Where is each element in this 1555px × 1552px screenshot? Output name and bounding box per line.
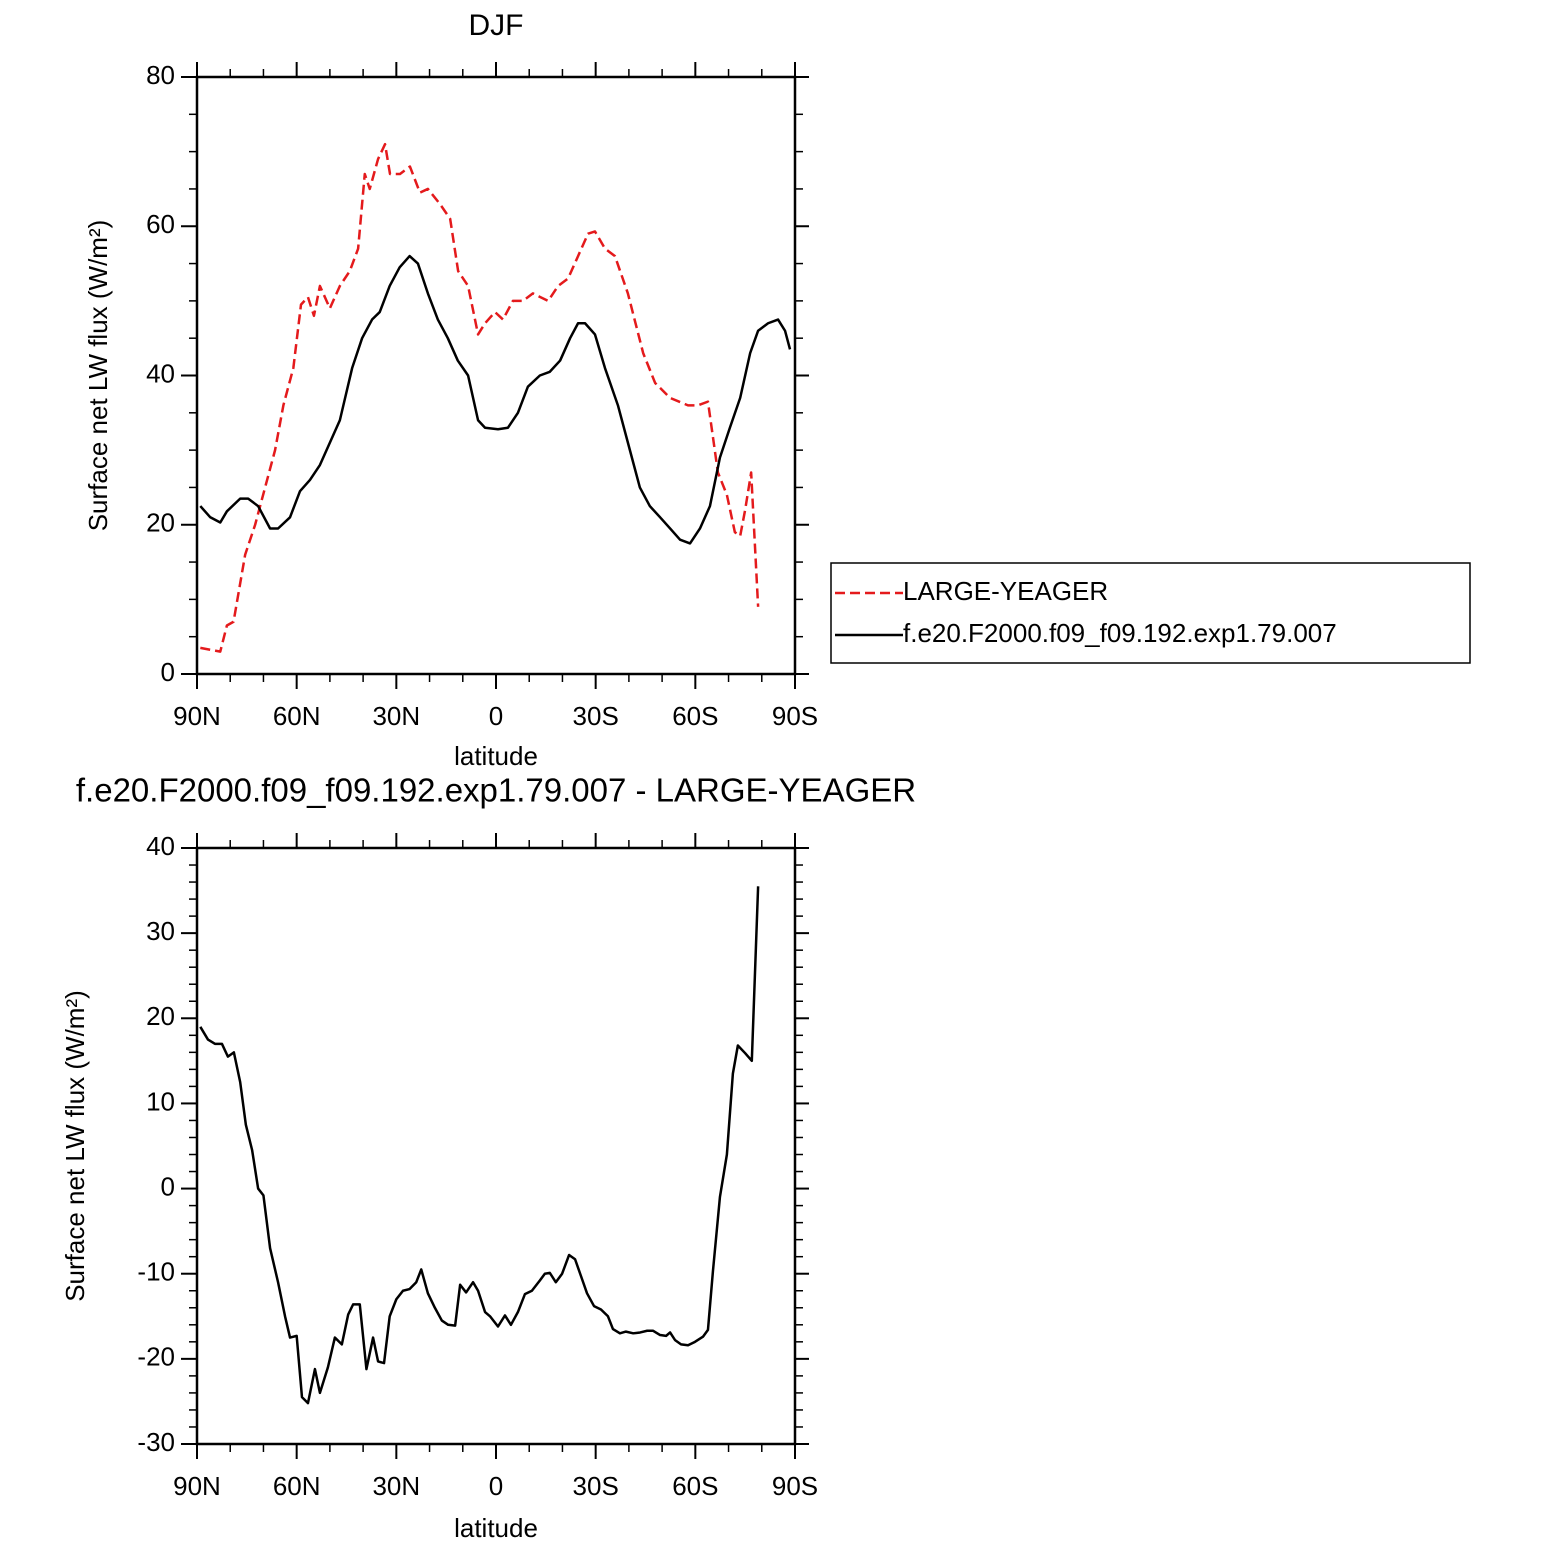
plot-frame (195, 846, 797, 1446)
y-tick-label: 20 (146, 508, 175, 538)
chart-title: DJF (469, 9, 524, 42)
y-tick-label: -30 (137, 1427, 175, 1457)
y-tick-label: 60 (146, 209, 175, 239)
x-tick-label: 60N (273, 701, 321, 731)
y-tick-label: -10 (137, 1257, 175, 1287)
x-tick-label: 90N (173, 701, 221, 731)
y-tick-label: 40 (146, 831, 175, 861)
x-tick-label: 30N (372, 1471, 420, 1501)
y-tick-label: 20 (146, 1001, 175, 1031)
y-tick-label: -20 (137, 1342, 175, 1372)
plot-frame (195, 75, 797, 676)
x-tick-label: 90N (173, 1471, 221, 1501)
x-tick-label: 0 (489, 701, 503, 731)
x-tick-label: 0 (489, 1471, 503, 1501)
x-tick-label: 30N (372, 701, 420, 731)
y-axis-label: Surface net LW flux (W/m²) (83, 220, 113, 532)
x-axis-label: latitude (454, 1513, 538, 1543)
legend-label: LARGE-YEAGER (903, 576, 1108, 606)
series-line (200, 142, 760, 653)
series-line (199, 254, 792, 545)
y-axis-label: Surface net LW flux (W/m²) (60, 990, 90, 1302)
legend-box (830, 562, 1471, 664)
y-tick-label: 0 (161, 1171, 175, 1201)
x-tick-label: 30S (573, 701, 619, 731)
x-tick-label: 90S (772, 701, 818, 731)
x-tick-label: 60N (273, 1471, 321, 1501)
x-tick-label: 30S (573, 1471, 619, 1501)
y-tick-label: 0 (161, 657, 175, 687)
y-tick-label: 30 (146, 916, 175, 946)
x-tick-label: 60S (672, 1471, 718, 1501)
y-tick-label: 80 (146, 60, 175, 90)
series-line (199, 886, 760, 1405)
y-tick-label: 10 (146, 1086, 175, 1116)
chart-title: f.e20.F2000.f09_f09.192.exp1.79.007 - LA… (76, 772, 916, 809)
x-tick-label: 90S (772, 1471, 818, 1501)
x-axis-label: latitude (454, 741, 538, 771)
x-tick-label: 60S (672, 701, 718, 731)
legend-label: f.e20.F2000.f09_f09.192.exp1.79.007 (903, 618, 1337, 648)
y-tick-label: 40 (146, 358, 175, 388)
